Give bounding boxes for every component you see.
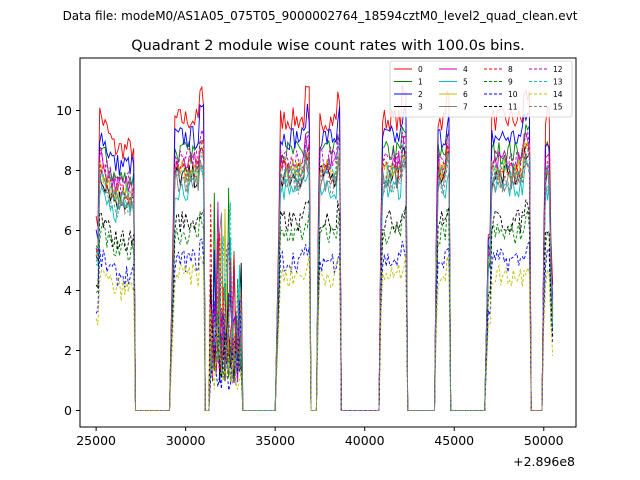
legend-label-1: 1 — [418, 78, 423, 87]
x-tick-label: 25000 — [76, 433, 116, 448]
legend-label-0: 0 — [418, 65, 423, 74]
x-tick-label: 30000 — [166, 433, 206, 448]
legend-label-10: 10 — [508, 90, 518, 99]
series-line-14 — [95, 252, 554, 411]
legend-box — [389, 60, 573, 118]
legend-label-5: 5 — [463, 78, 468, 87]
y-tick-label: 6 — [64, 223, 72, 238]
x-axis-offset-label: +2.896e8 — [513, 454, 575, 469]
y-tick-label: 0 — [64, 403, 72, 418]
y-tick-label: 4 — [64, 283, 72, 298]
legend-label-13: 13 — [553, 78, 563, 87]
legend-label-12: 12 — [553, 65, 563, 74]
chart-suptitle: Data file: modeM0/AS1A05_075T05_90000027… — [63, 9, 578, 23]
legend-label-2: 2 — [418, 90, 423, 99]
x-tick-label: 35000 — [255, 433, 295, 448]
y-tick-label: 10 — [56, 103, 72, 118]
x-tick-label: 50000 — [524, 433, 564, 448]
x-tick-label: 40000 — [345, 433, 385, 448]
legend-label-9: 9 — [508, 78, 513, 87]
x-tick-label: 45000 — [434, 433, 474, 448]
chart-title: Quadrant 2 module wise count rates with … — [131, 38, 525, 54]
legend-label-6: 6 — [463, 90, 468, 99]
legend-label-8: 8 — [508, 65, 513, 74]
y-tick-label: 8 — [64, 163, 72, 178]
plot-frame — [79, 57, 577, 428]
y-tick-label: 2 — [64, 343, 72, 358]
series-line-13 — [95, 141, 554, 411]
legend-label-3: 3 — [418, 103, 423, 112]
legend-label-14: 14 — [553, 90, 563, 99]
series-layer — [95, 84, 554, 411]
legend-label-15: 15 — [553, 103, 563, 112]
legend-label-7: 7 — [463, 103, 468, 112]
legend-label-11: 11 — [508, 103, 518, 112]
legend-label-4: 4 — [463, 65, 468, 74]
series-line-15 — [95, 152, 554, 411]
